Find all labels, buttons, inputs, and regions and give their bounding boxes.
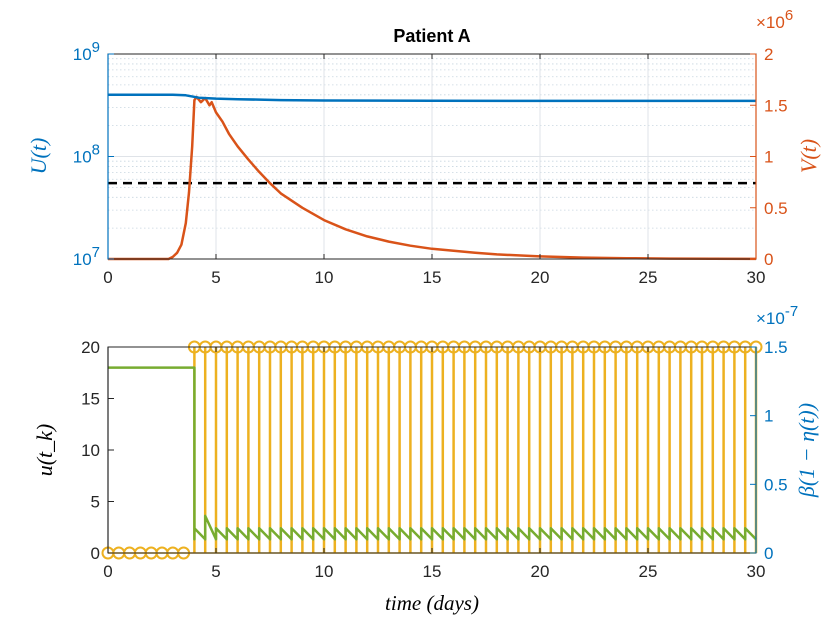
x-tick-label: 30 xyxy=(747,562,766,581)
x-tick-label: 30 xyxy=(747,268,766,287)
upper-right-multiplier: ×106 xyxy=(756,7,793,32)
right-tick-label: 1.5 xyxy=(764,338,788,357)
x-axis-label: time (days) xyxy=(385,591,479,615)
lower-left-axis-label: u(t_k) xyxy=(32,424,57,477)
lower-right-multiplier: ×10-7 xyxy=(756,303,798,328)
tick-base: 10 xyxy=(73,45,92,64)
tick-exponent: 8 xyxy=(92,142,100,159)
upper-right-axis-label: V(t) xyxy=(796,139,821,173)
tick-base: 10 xyxy=(73,148,92,167)
x-tick-label: 10 xyxy=(315,268,334,287)
left-tick-label: 5 xyxy=(91,493,100,512)
x-tick-label: 15 xyxy=(423,268,442,287)
upper-left-axis-label: U(t) xyxy=(26,138,51,175)
lower-right-axis-label: β(1 − η(t)) xyxy=(794,403,819,498)
beta-series-line xyxy=(108,366,757,541)
right-tick-label: 1 xyxy=(764,148,773,167)
x-tick-label: 20 xyxy=(531,268,550,287)
tick-exponent: 9 xyxy=(92,39,100,56)
x-tick-label: 5 xyxy=(211,268,220,287)
left-tick-label: 0 xyxy=(91,544,100,563)
x-tick-label: 20 xyxy=(531,562,550,581)
right-tick-label: 0 xyxy=(764,250,773,269)
left-log-tick-label: 107 xyxy=(73,244,100,269)
x-tick-label: 15 xyxy=(423,562,442,581)
right-tick-label: 0.5 xyxy=(764,199,788,218)
left-tick-label: 10 xyxy=(81,441,100,460)
x-tick-label: 0 xyxy=(103,268,112,287)
left-tick-label: 15 xyxy=(81,390,100,409)
x-tick-label: 0 xyxy=(103,562,112,581)
right-tick-label: 0 xyxy=(764,544,773,563)
x-tick-label: 5 xyxy=(211,562,220,581)
right-tick-label: 0.5 xyxy=(764,475,788,494)
right-tick-label: 2 xyxy=(764,45,773,64)
chart-title: Patient A xyxy=(393,26,470,46)
left-log-tick-label: 108 xyxy=(73,142,100,167)
tick-base: 10 xyxy=(73,250,92,269)
right-tick-label: 1.5 xyxy=(764,96,788,115)
x-tick-label: 25 xyxy=(639,562,658,581)
x-tick-label: 10 xyxy=(315,562,334,581)
tick-exponent: 7 xyxy=(92,244,100,261)
left-log-tick-label: 109 xyxy=(73,39,100,64)
left-tick-label: 20 xyxy=(81,338,100,357)
x-tick-label: 25 xyxy=(639,268,658,287)
right-tick-label: 1 xyxy=(764,407,773,426)
upper-series xyxy=(108,93,757,261)
v-series-line xyxy=(108,95,757,261)
u-series-line xyxy=(108,93,756,103)
